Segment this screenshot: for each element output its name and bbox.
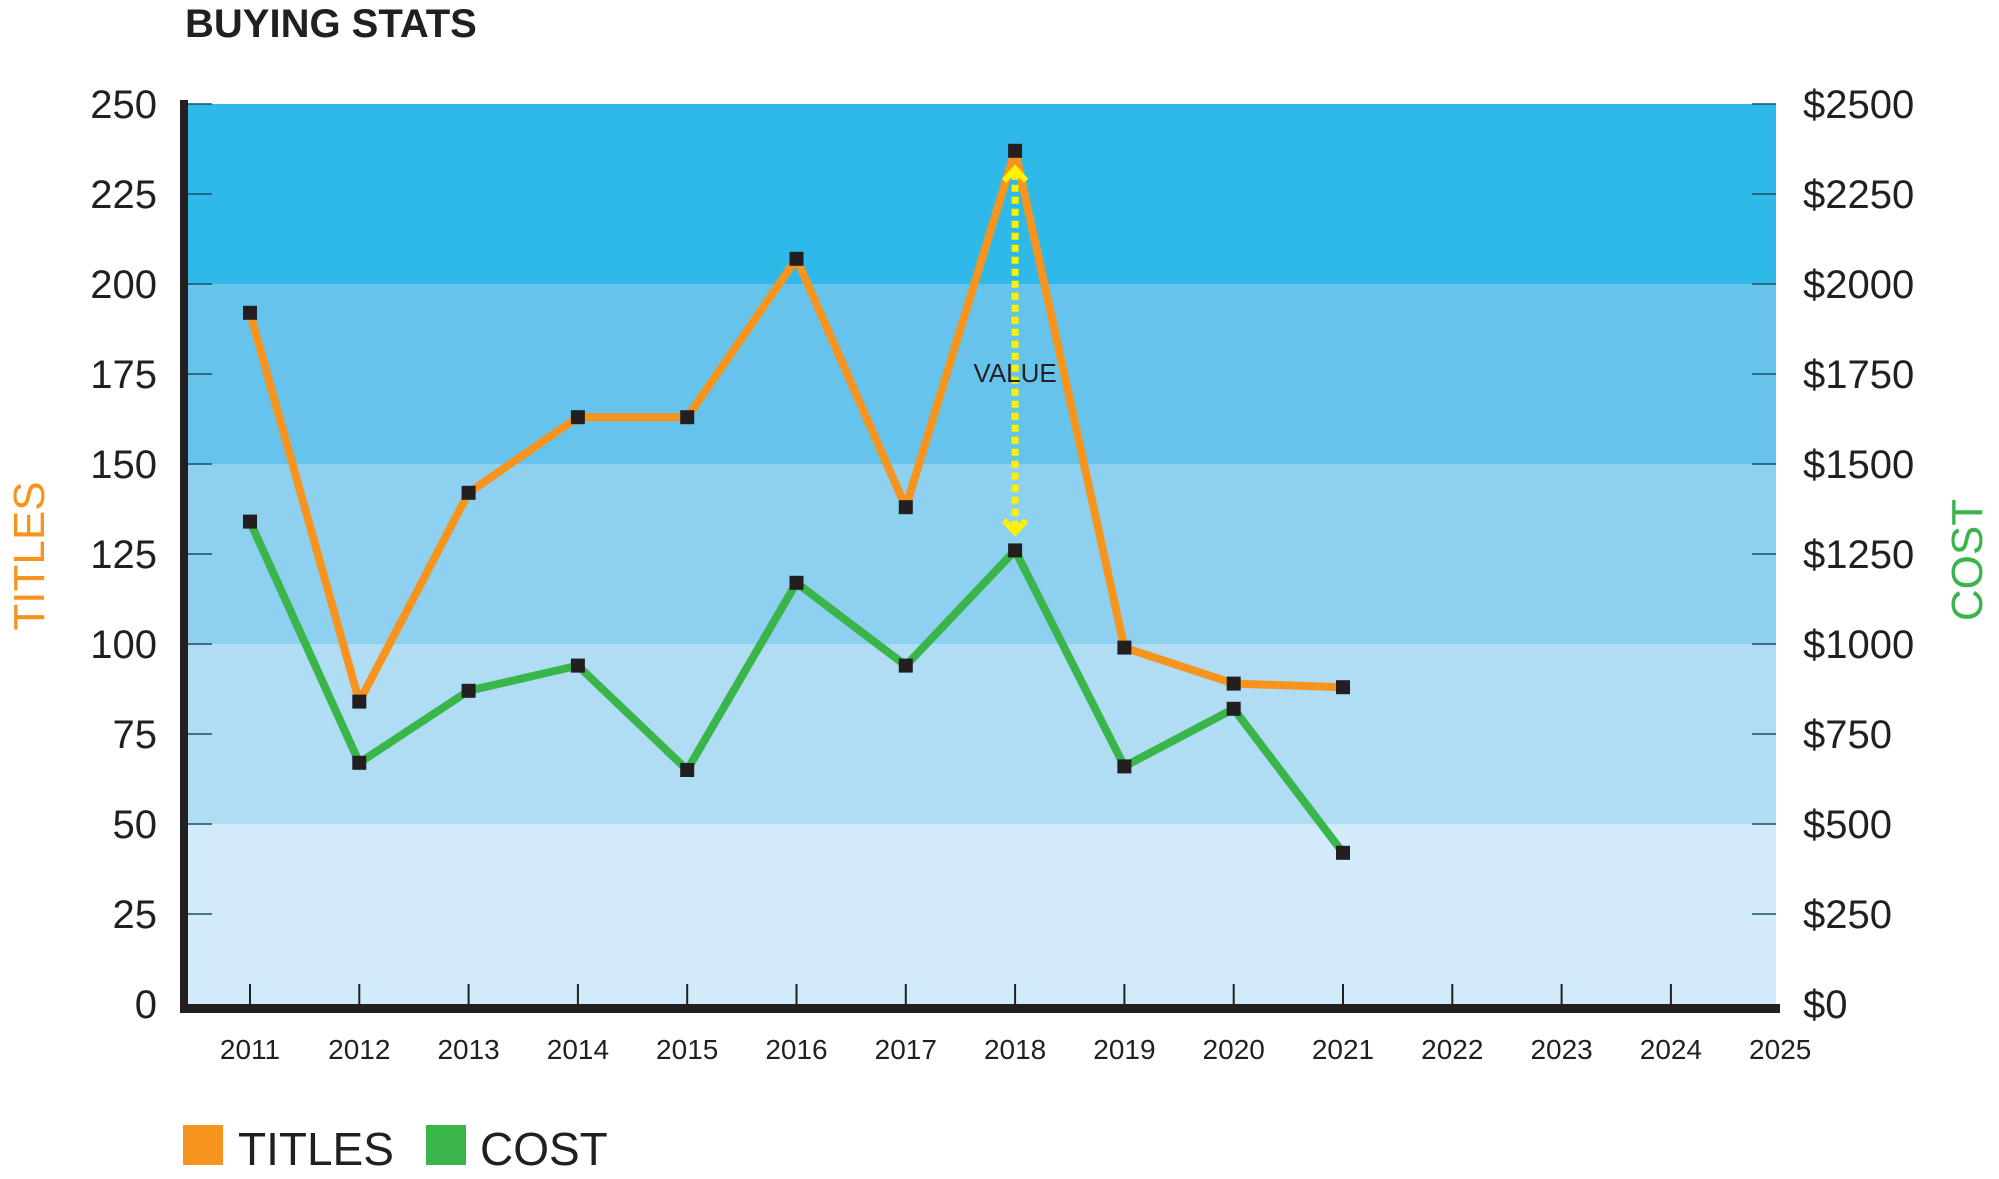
y2-tick-label: $1250	[1803, 533, 1914, 577]
y2-tick-label: $500	[1803, 803, 1892, 847]
data-point-marker	[1008, 543, 1023, 558]
x-tick-label: 2023	[1530, 1034, 1592, 1065]
y-tick-label: 175	[90, 353, 157, 397]
y2-tick-label: $2250	[1803, 173, 1914, 217]
left-axis-line	[180, 100, 188, 1013]
y-tick-label: 75	[113, 713, 158, 757]
y-tick-label: 125	[90, 533, 157, 577]
data-point-marker	[789, 575, 804, 590]
y-tick-label: 225	[90, 173, 157, 217]
y-axis-title-titles: TITLES	[5, 481, 54, 630]
left-axis-ticks: 0 25 50 75 100 125 150 175 200 225 250	[90, 83, 212, 1027]
x-tick-label: 2016	[765, 1034, 827, 1065]
x-tick-label: 2021	[1312, 1034, 1374, 1065]
background-band	[188, 644, 1776, 824]
x-tick-label: 2022	[1421, 1034, 1483, 1065]
background-band	[188, 464, 1776, 644]
x-tick-label: 2015	[656, 1034, 718, 1065]
legend-swatch-titles	[183, 1125, 223, 1165]
data-series	[243, 143, 1350, 860]
x-tick-label: 2017	[875, 1034, 937, 1065]
data-point-marker	[1117, 640, 1132, 655]
background-band	[188, 824, 1776, 1004]
y-tick-label: 200	[90, 263, 157, 307]
y2-tick-label: $250	[1803, 893, 1892, 937]
x-tick-label: 2025	[1749, 1034, 1811, 1065]
x-tick-label: 2019	[1093, 1034, 1155, 1065]
data-point-marker	[570, 410, 585, 425]
background-bands	[188, 104, 1776, 1004]
x-tick-label: 2020	[1203, 1034, 1265, 1065]
x-tick-label: 2012	[328, 1034, 390, 1065]
y-tick-label: 0	[135, 983, 157, 1027]
y2-tick-label: $1750	[1803, 353, 1914, 397]
y-tick-label: 50	[113, 803, 158, 847]
chart-title: BUYING STATS	[185, 2, 477, 46]
data-point-marker	[1117, 759, 1132, 774]
data-point-marker	[680, 763, 695, 777]
y-tick-label: 250	[90, 83, 157, 127]
x-tick-label: 2011	[220, 1034, 280, 1065]
y2-tick-label: $0	[1803, 983, 1848, 1027]
y2-tick-label: $750	[1803, 713, 1892, 757]
data-point-marker	[1336, 845, 1350, 860]
data-point-marker	[898, 658, 913, 673]
data-point-marker	[461, 683, 476, 698]
data-point-marker	[570, 658, 585, 673]
bottom-axis-line	[180, 1004, 1780, 1013]
legend-swatch-cost	[426, 1125, 466, 1165]
legend: TITLES COST	[183, 1123, 608, 1175]
y-tick-label: 150	[90, 443, 157, 487]
value-annotation-label: VALUE	[973, 358, 1056, 388]
value-annotation: VALUE	[973, 164, 1057, 537]
data-point-marker	[461, 485, 476, 500]
legend-label-titles: TITLES	[238, 1123, 394, 1175]
data-point-marker	[352, 694, 367, 709]
y2-tick-label: $2500	[1803, 83, 1914, 127]
data-point-marker	[243, 514, 257, 529]
data-point-marker	[1226, 701, 1241, 716]
data-point-marker	[243, 305, 257, 320]
x-tick-label: 2024	[1640, 1034, 1702, 1065]
y2-tick-label: $2000	[1803, 263, 1914, 307]
x-axis-ticks: 2011 2012 2013 2014 2015 2016 2017 2018 2019 2020…	[220, 984, 1811, 1065]
y2-tick-label: $1500	[1803, 443, 1914, 487]
y2-axis-title-cost: COST	[1943, 499, 1992, 621]
x-tick-label: 2013	[437, 1034, 499, 1065]
arrow-up-icon	[1001, 164, 1029, 183]
legend-label-cost: COST	[480, 1123, 608, 1175]
x-tick-label: 2018	[984, 1034, 1046, 1065]
data-point-marker	[898, 500, 913, 515]
y2-tick-label: $1000	[1803, 623, 1914, 667]
data-point-marker	[1336, 680, 1350, 695]
x-tick-label: 2014	[547, 1034, 609, 1065]
data-point-marker	[789, 251, 804, 266]
data-point-marker	[1008, 143, 1023, 158]
data-point-marker	[1226, 676, 1241, 691]
background-band	[188, 284, 1776, 464]
data-point-marker	[352, 755, 367, 770]
arrow-down-icon	[1001, 518, 1029, 537]
y-tick-label: 100	[90, 623, 157, 667]
y-tick-label: 25	[113, 893, 158, 937]
data-point-marker	[680, 410, 695, 425]
right-axis-ticks: $0 $250 $500 $750 $1000 $1250 $1500 $1750 $2000 $…	[1752, 83, 1914, 1027]
